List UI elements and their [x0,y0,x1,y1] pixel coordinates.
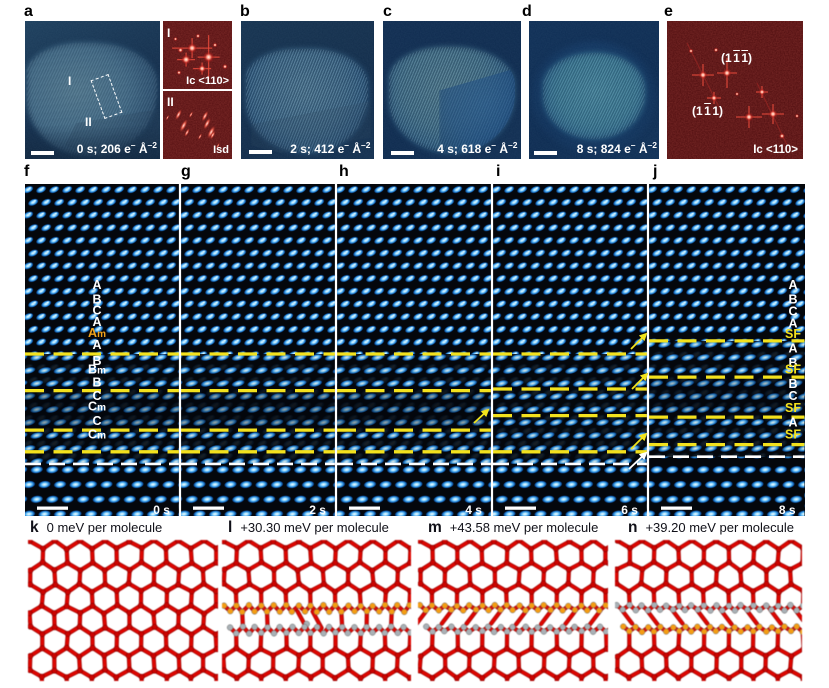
svg-text:SF: SF [785,427,801,441]
svg-text:4 s: 4 s [465,503,482,516]
svg-text:6 s: 6 s [621,503,638,516]
svg-text:B: B [788,377,797,391]
svg-text:C: C [92,389,101,403]
svg-text:A: A [92,338,101,352]
svg-text:Bm: Bm [88,362,106,376]
svg-text:A: A [788,415,797,429]
svg-text:A: A [788,342,797,356]
svg-text:B: B [788,356,797,370]
svg-text:2 s: 2 s [309,503,326,516]
svg-text:C: C [92,303,101,317]
svg-text:A: A [92,278,101,292]
svg-text:C: C [92,414,101,428]
svg-text:C: C [788,389,797,403]
svg-text:Cm: Cm [88,427,106,441]
svg-text:SF: SF [785,401,801,415]
svg-text:SF: SF [785,362,801,376]
svg-text:Am: Am [88,326,106,340]
svg-text:B: B [92,292,101,306]
svg-text:C: C [788,304,797,318]
svg-text:B: B [92,354,101,368]
svg-text:Cm: Cm [88,400,106,414]
svg-text:A: A [788,278,797,292]
svg-text:A: A [788,317,797,331]
svg-text:B: B [92,375,101,389]
svg-text:A: A [92,315,101,329]
svg-text:SF: SF [785,327,801,341]
svg-text:B: B [788,292,797,306]
svg-text:8 s: 8 s [779,503,796,516]
svg-text:0 s: 0 s [153,503,170,516]
